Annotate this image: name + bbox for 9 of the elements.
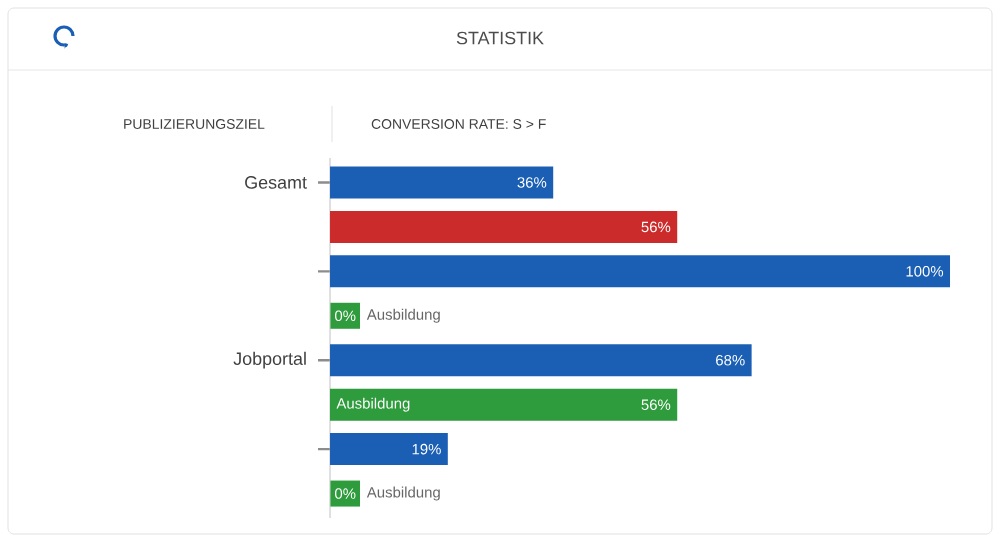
- y-tick-label: Jobportal: [233, 351, 306, 369]
- bar: [330, 255, 951, 288]
- chart-title: STATISTIK: [456, 31, 544, 45]
- bar: [330, 166, 554, 199]
- bar: [330, 433, 448, 466]
- bar: [330, 210, 678, 243]
- bar: [330, 388, 678, 421]
- bar: [330, 344, 752, 377]
- y-tick-label: Gesamt: [245, 176, 307, 189]
